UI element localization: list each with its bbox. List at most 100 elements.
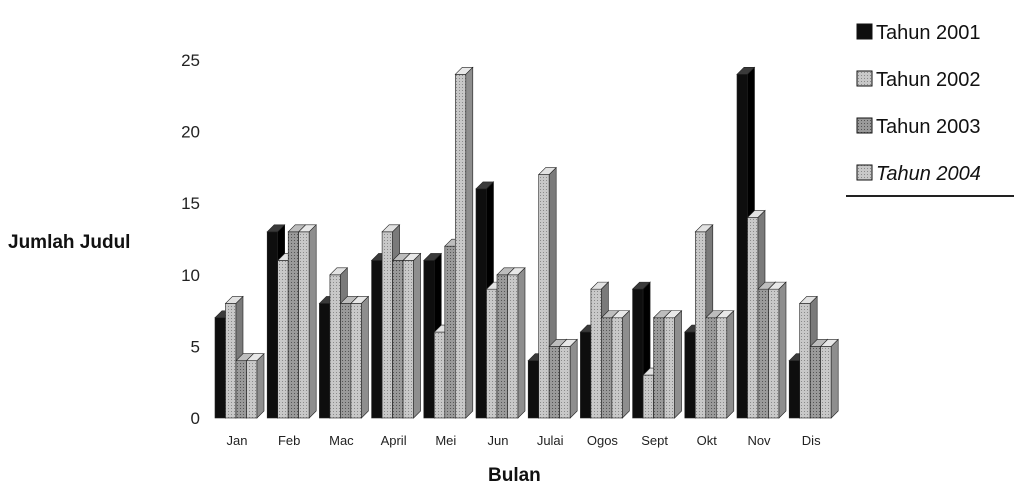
legend: Tahun 2001 Tahun 2002 Tahun 2003 Tahun 2004 [856,22,981,185]
bar-face [214,317,226,419]
x-tick-label: Jan [227,433,248,448]
bar [402,252,422,419]
bar-face [287,231,300,419]
bar-face [329,274,341,419]
x-tick-label: Ogos [587,433,619,448]
bar-side [256,352,265,419]
bar-face [454,74,467,419]
bar-face [444,245,456,419]
bar-face [392,260,404,419]
x-tick-label: Nov [747,433,771,448]
y-tick-label: 10 [181,266,200,285]
bar-face [590,288,602,419]
bar-face [350,303,362,419]
bar [767,281,787,419]
bar-face [235,360,247,419]
bar-face [475,188,487,419]
bar [506,267,526,419]
legend-item: Tahun 2001 [856,22,981,44]
x-axis-title: Bulan [488,465,541,486]
x-tick-label: April [381,433,407,448]
bar-side [308,224,317,419]
legend-item: Tahun 2002 [856,69,981,91]
bar-side [778,281,787,419]
legend-label: Tahun 2001 [876,22,981,44]
bar-face [371,260,383,419]
bar-face [381,231,393,419]
x-tick-label: Feb [278,433,300,448]
y-tick-label: 15 [181,194,200,213]
bar-face [653,317,665,419]
x-tick-label: Dis [802,433,821,448]
bar-face [768,288,780,419]
bar [558,338,578,419]
bar-face [298,231,310,419]
bar-face [225,303,237,419]
y-axis-ticks: 0 5 10 15 20 25 [181,51,200,428]
bar-side [465,66,474,419]
bar-face [705,317,717,419]
y-axis-title: Jumlah Judul [8,232,130,253]
legend-swatch [856,70,873,87]
bar-side [517,267,526,419]
bar-face [820,346,832,419]
bar [245,352,265,419]
bar-face [684,331,696,419]
legend-swatch [856,23,873,40]
bar [715,310,735,419]
bar-face [433,331,446,419]
bar-face [663,317,675,419]
x-tick-label: Okt [697,433,718,448]
bar-face [496,274,508,419]
bar-face [548,346,561,419]
bar-face [266,231,279,419]
y-tick-label: 25 [181,51,200,70]
legend-label: Tahun 2004 [876,163,981,185]
bar-face [757,288,769,419]
bar [663,310,683,419]
bar [350,295,370,419]
bar-face [559,346,571,419]
bar [819,338,839,419]
x-tick-label: Sept [641,433,668,448]
bar-side [413,252,421,419]
bar-face [788,360,801,419]
bar-face [507,274,519,419]
x-tick-label: Mac [329,433,354,448]
bar-face [340,303,352,419]
y-tick-label: 0 [191,409,200,428]
bar-face [527,360,540,419]
bar-face [642,374,654,419]
bar-face [580,331,592,419]
bar-side [622,310,630,419]
bar-side [830,338,839,419]
bar-face [736,74,748,419]
bar-face [277,260,289,419]
bar-side [569,338,578,419]
legend-label: Tahun 2002 [876,69,981,91]
bar-face [809,346,822,419]
bar-series [214,66,839,419]
x-axis-labels: Jan Feb Mac April Mei Jun Julai Ogos Sept Okt Nov D… [227,433,822,448]
bar-face [402,260,414,419]
x-tick-label: Julai [537,433,564,448]
bar-face [632,288,644,419]
y-tick-label: 20 [181,123,200,142]
x-tick-label: Jun [488,433,509,448]
bar-face [799,303,811,419]
bar [611,310,631,419]
bar-face [715,317,728,419]
bar-face [611,317,623,419]
bar-side [361,295,369,419]
x-tick-label: Mei [435,433,456,448]
legend-label: Tahun 2003 [876,116,981,138]
y-tick-label: 5 [191,337,200,356]
bar [454,66,474,419]
bar-face [601,317,613,419]
bar-face [246,360,258,419]
bar-face [747,217,759,419]
bar-face [319,303,331,419]
legend-item: Tahun 2003 [856,116,981,138]
bar-face [538,174,550,419]
